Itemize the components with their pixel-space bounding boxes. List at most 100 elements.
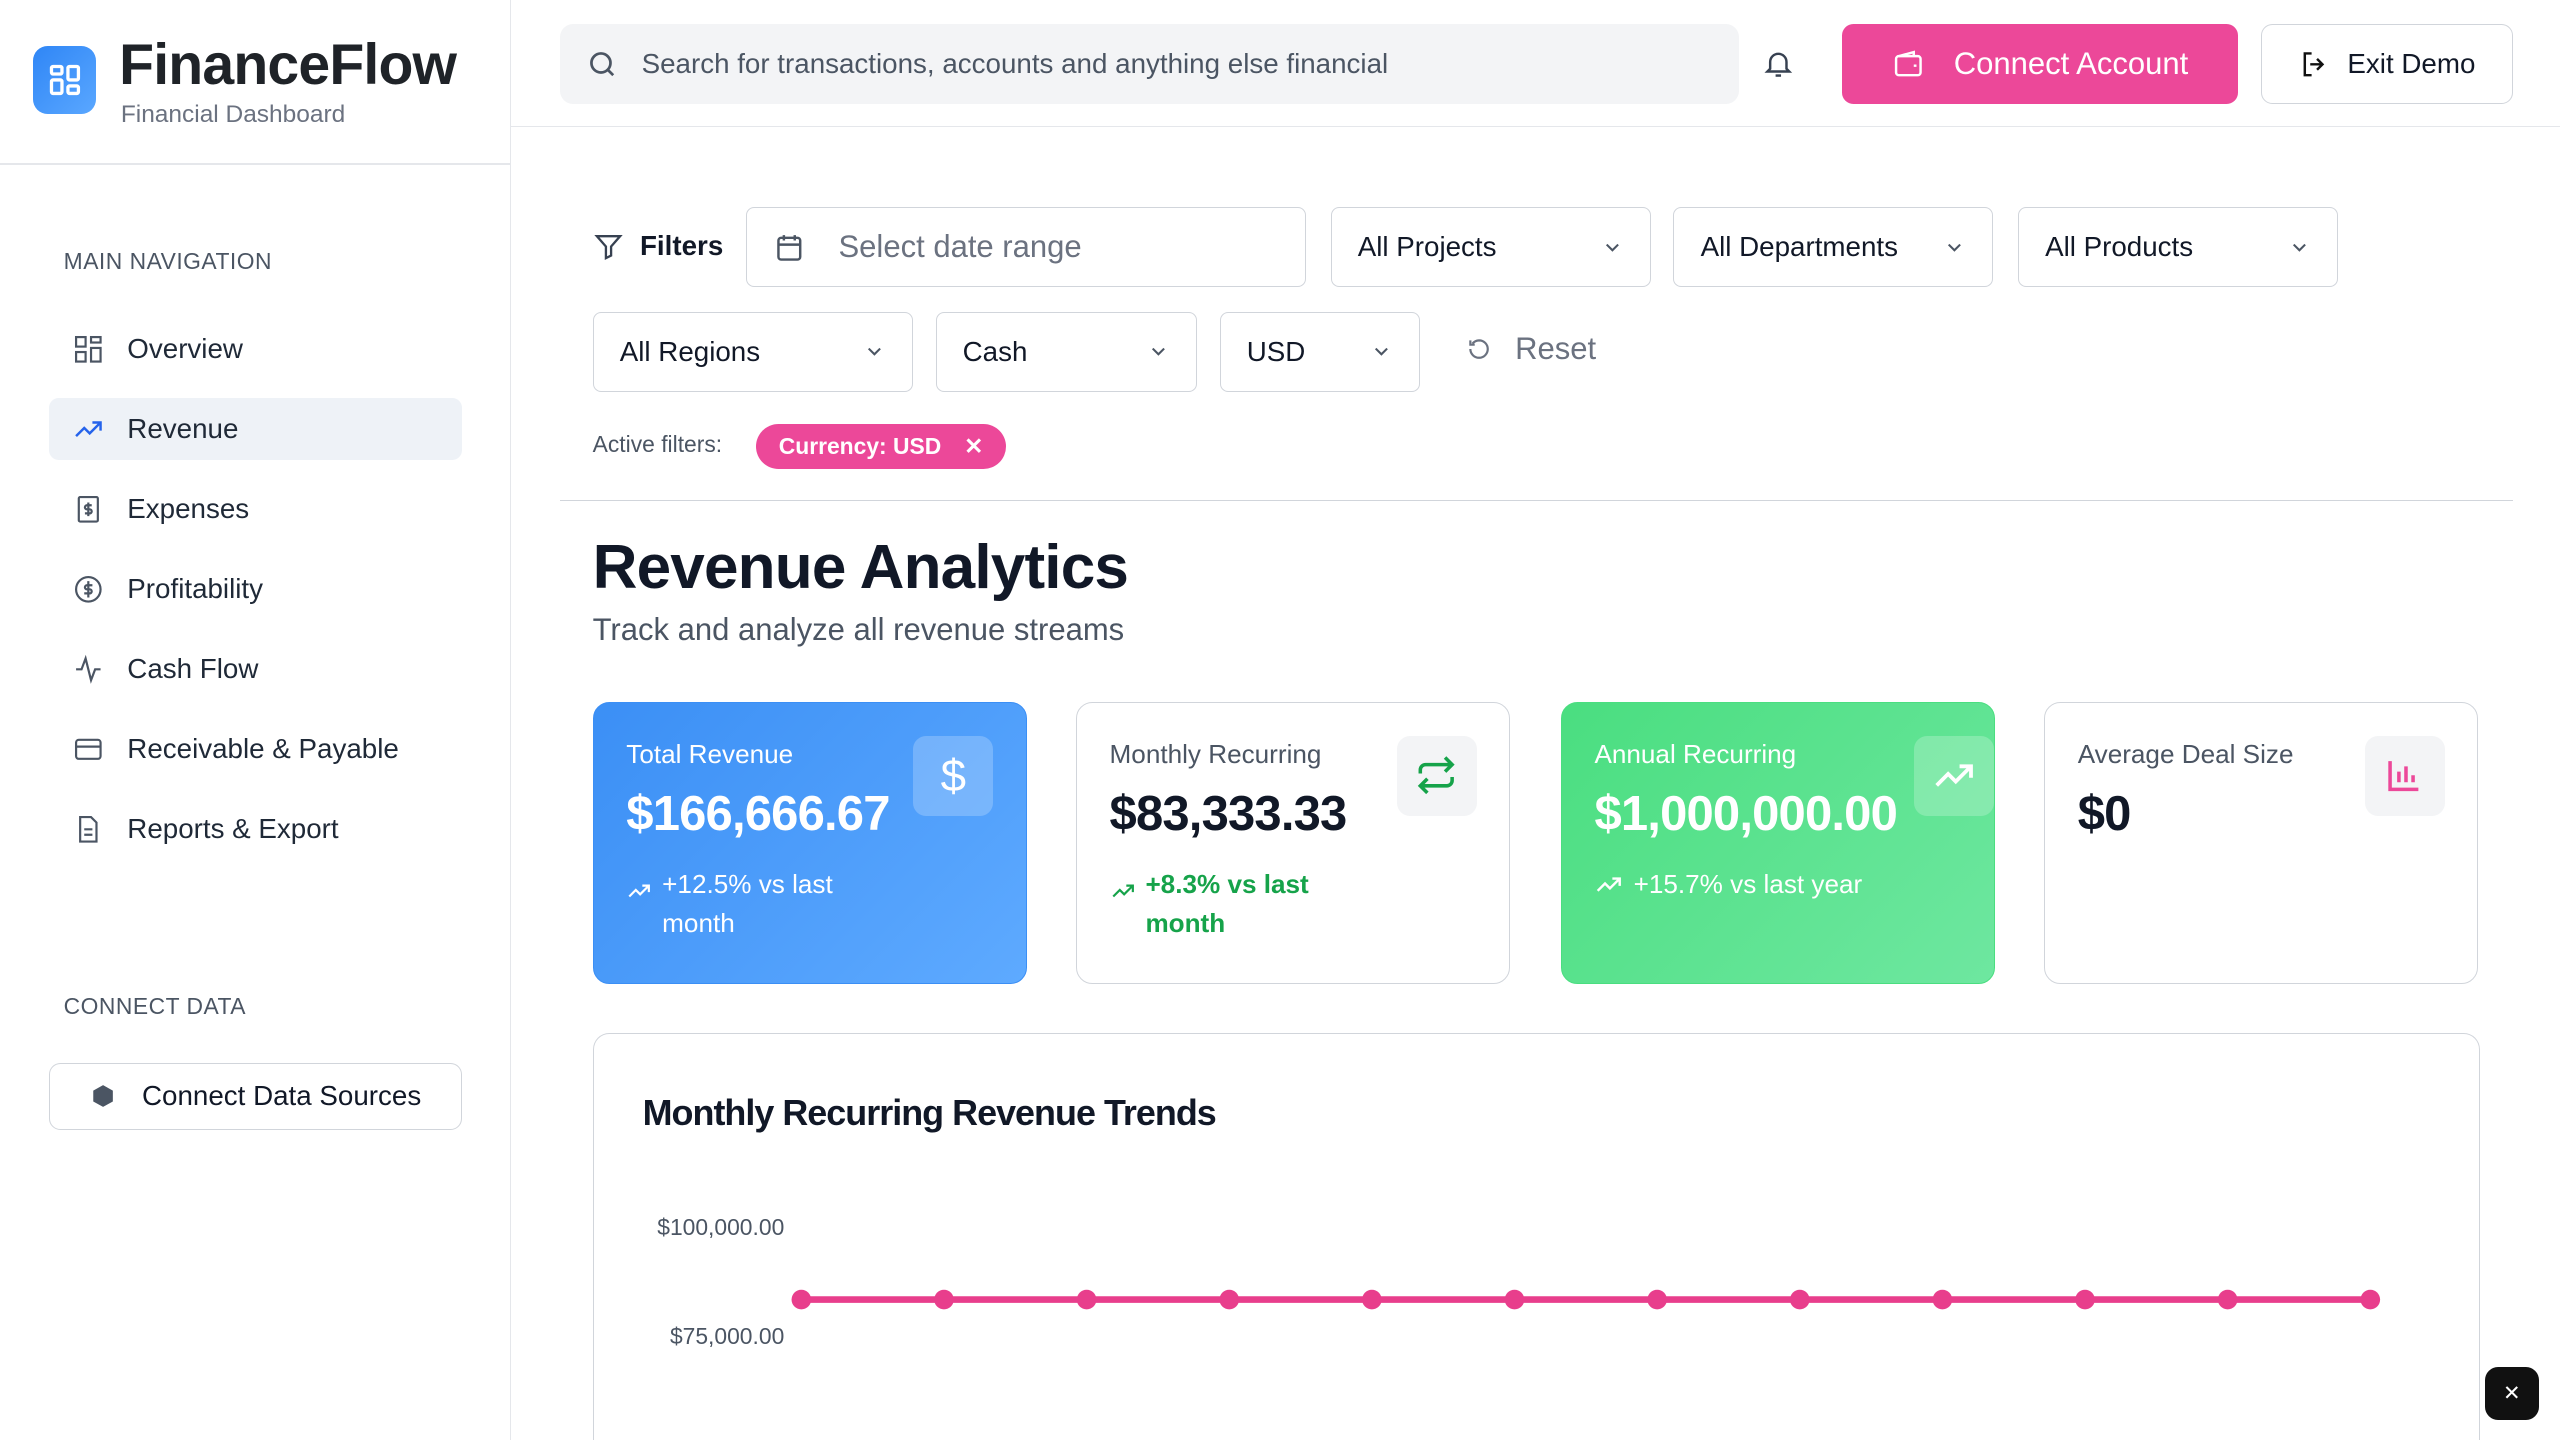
card-change: +8.3% vs last month (1145, 869, 1309, 939)
data-point[interactable] (2074, 1290, 2095, 1310)
filter-icon (593, 234, 623, 260)
connect-account-button[interactable]: Connect Account (1841, 24, 2239, 105)
connect-data-sources-label: Connect Data Sources (142, 1080, 422, 1112)
sidebar-item-receivable-payable[interactable]: Receivable & Payable (49, 718, 462, 780)
data-point[interactable] (2217, 1290, 2238, 1310)
chevron-down-icon (1948, 243, 1962, 252)
rotate-ccw-icon (1469, 339, 1489, 360)
calendar-icon (777, 235, 802, 261)
sidebar-item-label: Expenses (127, 493, 250, 525)
filters-label: Filters (593, 230, 723, 262)
data-point[interactable] (1646, 1290, 1667, 1310)
sidebar (0, 0, 512, 1440)
line-chart (791, 1290, 2380, 1310)
connect-account-label: Connect Account (1953, 46, 2189, 82)
total-revenue-card: Total Revenue $166,666.67 +12.5% vs last… (592, 702, 1027, 985)
exit-demo-button[interactable]: Exit Demo (2261, 24, 2513, 105)
sidebar-item-label: Profitability (127, 573, 264, 605)
sidebar-item-reports-export[interactable]: Reports & Export (49, 798, 462, 860)
data-point[interactable] (1219, 1290, 1239, 1310)
annual-recurring-card: Annual Recurring $1,000,000.00 +15.7% vs… (1560, 702, 1996, 985)
credit-card-icon (74, 738, 102, 760)
brand-name: FinanceFlow (119, 32, 457, 97)
file-icon (78, 816, 98, 843)
currency-select[interactable]: USD (1219, 311, 1421, 392)
sidebar-item-expenses[interactable]: Expenses (49, 478, 462, 540)
close-icon[interactable]: ✕ (964, 433, 984, 460)
connect-data-heading: CONNECT DATA (63, 992, 246, 1019)
card-change: +12.5% vs last month (662, 869, 833, 939)
wallet-icon (1894, 50, 1922, 77)
sidebar-item-overview[interactable]: Overview (49, 318, 462, 380)
cube-icon (93, 1085, 113, 1108)
card-change: +15.7% vs last year (1633, 869, 1863, 900)
data-point[interactable] (933, 1290, 954, 1310)
data-point[interactable] (791, 1290, 811, 1310)
data-point[interactable] (1789, 1290, 1810, 1310)
y-tick-label: $100,000.00 (657, 1214, 785, 1241)
divider (559, 499, 2513, 502)
search-icon (590, 52, 615, 77)
trending-up-icon (75, 421, 102, 438)
sidebar-item-label: Revenue (127, 413, 239, 445)
divider (0, 163, 512, 165)
bar-chart-icon (2364, 735, 2445, 816)
chevron-down-icon (867, 348, 881, 357)
page-subtitle: Track and analyze all revenue streams (592, 612, 1125, 648)
data-point[interactable] (1361, 1290, 1382, 1310)
date-range-placeholder: Select date range (838, 229, 1082, 265)
main-navigation-heading: MAIN NAVIGATION (63, 248, 272, 275)
card-value: $166,666.67 (626, 787, 890, 842)
sidebar-item-profitability[interactable]: Profitability (49, 558, 462, 620)
top-bar (511, 0, 2560, 128)
y-tick-label: $75,000.00 (669, 1323, 785, 1350)
card-label: Monthly Recurring (1109, 738, 1322, 769)
brand-subtitle: Financial Dashboard (120, 101, 346, 129)
chart-title: Monthly Recurring Revenue Trends (642, 1091, 1217, 1133)
bell-icon[interactable] (1762, 47, 1795, 80)
data-point[interactable] (1932, 1290, 1952, 1310)
chevron-down-icon (1375, 348, 1389, 357)
data-point[interactable] (1076, 1290, 1097, 1310)
card-label: Annual Recurring (1594, 738, 1797, 769)
card-value: $83,333.33 (1109, 787, 1348, 842)
grid-icon (74, 336, 102, 363)
receipt-icon (77, 496, 99, 523)
trending-up-icon (1112, 884, 1134, 898)
monthly-recurring-card: Monthly Recurring $83,333.33 +8.3% vs la… (1075, 702, 1511, 985)
log-out-icon (2304, 52, 2325, 77)
sidebar-item-label: Receivable & Payable (127, 733, 399, 765)
data-point[interactable] (2360, 1290, 2380, 1310)
products-select[interactable]: All Products (2017, 207, 2338, 288)
account-type-select[interactable]: Cash (935, 311, 1197, 392)
dollar-icon: $ (913, 735, 994, 816)
page-title: Revenue Analytics (592, 533, 1129, 603)
search-input[interactable]: Search for transactions, accounts and an… (559, 24, 1739, 105)
connect-data-sources-button[interactable]: Connect Data Sources (48, 1062, 463, 1130)
sidebar-item-cash-flow[interactable]: Cash Flow (49, 638, 462, 700)
sidebar-item-label: Reports & Export (127, 813, 339, 845)
average-deal-size-card: Average Deal Size $0 (2044, 702, 2479, 985)
trending-up-icon (1914, 735, 1995, 816)
departments-select[interactable]: All Departments (1673, 207, 1994, 288)
card-label: Total Revenue (626, 738, 794, 769)
data-point[interactable] (1504, 1290, 1524, 1310)
date-range-picker[interactable]: Select date range (746, 207, 1307, 288)
active-filters-label: Active filters: (592, 431, 723, 458)
sidebar-item-revenue[interactable]: Revenue (48, 398, 463, 461)
sidebar-item-label: Overview (127, 333, 243, 365)
reset-button[interactable]: Reset (1466, 331, 1596, 367)
trending-up-icon (628, 884, 651, 898)
repeat-icon (1396, 735, 1477, 816)
dollar-circle-icon (74, 576, 102, 603)
exit-demo-label: Exit Demo (2347, 48, 2476, 80)
chevron-down-icon (1151, 348, 1165, 357)
activity-icon (75, 654, 101, 684)
active-filter-chip[interactable]: Currency: USD ✕ (755, 424, 1007, 469)
card-label: Average Deal Size (2077, 738, 2294, 769)
mrr-chart-card: Monthly Recurring Revenue Trends $100,00… (592, 1033, 2480, 1440)
projects-select[interactable]: All Projects (1330, 207, 1651, 288)
close-button[interactable]: ✕ (2484, 1366, 2539, 1421)
chevron-down-icon (1605, 243, 1619, 252)
regions-select[interactable]: All Regions (592, 311, 913, 392)
